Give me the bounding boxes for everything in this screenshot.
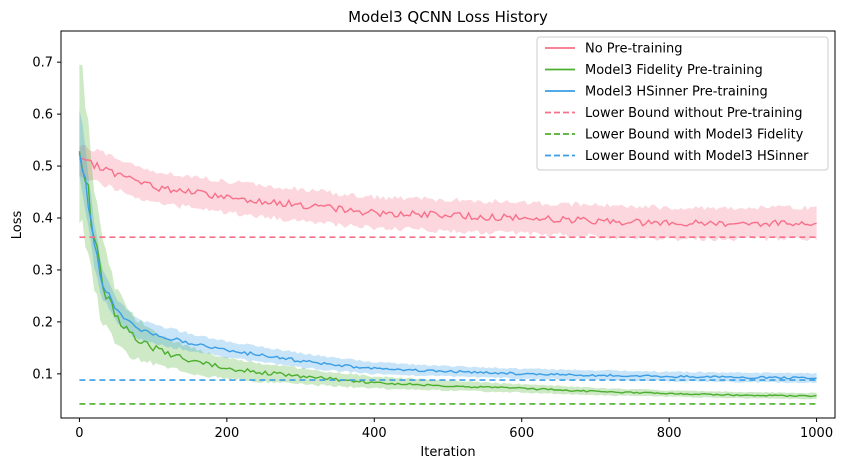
x-axis-ticks: 0 200 400 600 800 1000	[75, 418, 833, 441]
legend-label-6: Lower Bound with Model3 HSinner	[585, 149, 809, 164]
x-tick-label: 800	[657, 426, 682, 441]
y-tick-label: 0.6	[32, 108, 53, 123]
y-tick-label: 0.2	[32, 315, 53, 330]
y-tick-label: 0.4	[32, 212, 53, 227]
series-lines	[78, 151, 817, 405]
y-tick-label: 0.1	[32, 367, 53, 382]
legend-label-4: Lower Bound without Pre-training	[585, 106, 803, 121]
x-tick-label: 0	[75, 426, 83, 441]
x-tick-label: 400	[362, 426, 387, 441]
x-axis-label: Iteration	[420, 445, 475, 460]
series-line-3	[78, 153, 817, 380]
y-tick-label: 0.5	[32, 160, 53, 175]
chart-title: Model3 QCNN Loss History	[348, 8, 548, 26]
series-line-2	[78, 151, 817, 398]
series-band-1	[79, 144, 817, 242]
legend-label-1: No Pre-training	[585, 42, 683, 57]
legend-label-3: Model3 HSinner Pre-training	[585, 85, 768, 100]
plot-frame	[60, 30, 836, 419]
x-tick-label: 1000	[800, 426, 833, 441]
x-tick-label: 600	[509, 426, 534, 441]
legend: No Pre-training Model3 Fidelity Pre-train…	[536, 36, 829, 171]
y-tick-label: 0.3	[32, 263, 53, 278]
y-tick-label: 0.7	[32, 56, 53, 71]
legend-label-2: Model3 Fidelity Pre-training	[585, 63, 763, 78]
confidence-bands	[79, 64, 817, 400]
legend-label-5: Lower Bound with Model3 Fidelity	[585, 128, 804, 143]
x-tick-label: 200	[214, 426, 239, 441]
y-axis-ticks: 0.1 0.2 0.3 0.4 0.5 0.6 0.7	[32, 56, 61, 382]
legend-box	[536, 36, 829, 171]
y-axis-label: Loss	[10, 211, 25, 240]
series-line-1	[79, 157, 817, 228]
